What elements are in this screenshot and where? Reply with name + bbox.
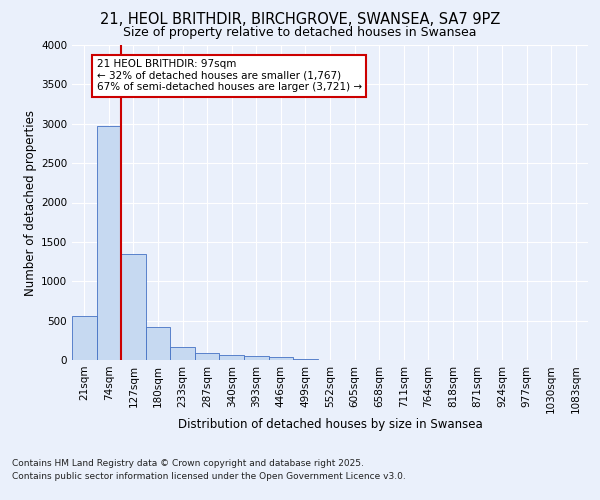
Bar — [195, 352, 220, 360]
Bar — [97, 126, 121, 360]
Text: Contains public sector information licensed under the Open Government Licence v3: Contains public sector information licen… — [12, 472, 406, 481]
Text: Contains HM Land Registry data © Crown copyright and database right 2025.: Contains HM Land Registry data © Crown c… — [12, 458, 364, 468]
Bar — [72, 316, 97, 360]
X-axis label: Distribution of detached houses by size in Swansea: Distribution of detached houses by size … — [178, 418, 482, 430]
Bar — [244, 356, 269, 360]
Bar — [146, 327, 170, 360]
Bar — [121, 254, 146, 360]
Bar — [269, 357, 293, 360]
Text: 21, HEOL BRITHDIR, BIRCHGROVE, SWANSEA, SA7 9PZ: 21, HEOL BRITHDIR, BIRCHGROVE, SWANSEA, … — [100, 12, 500, 28]
Bar — [170, 348, 195, 360]
Bar — [220, 355, 244, 360]
Bar — [293, 359, 318, 360]
Text: Size of property relative to detached houses in Swansea: Size of property relative to detached ho… — [123, 26, 477, 39]
Text: 21 HEOL BRITHDIR: 97sqm
← 32% of detached houses are smaller (1,767)
67% of semi: 21 HEOL BRITHDIR: 97sqm ← 32% of detache… — [97, 59, 362, 92]
Y-axis label: Number of detached properties: Number of detached properties — [24, 110, 37, 296]
